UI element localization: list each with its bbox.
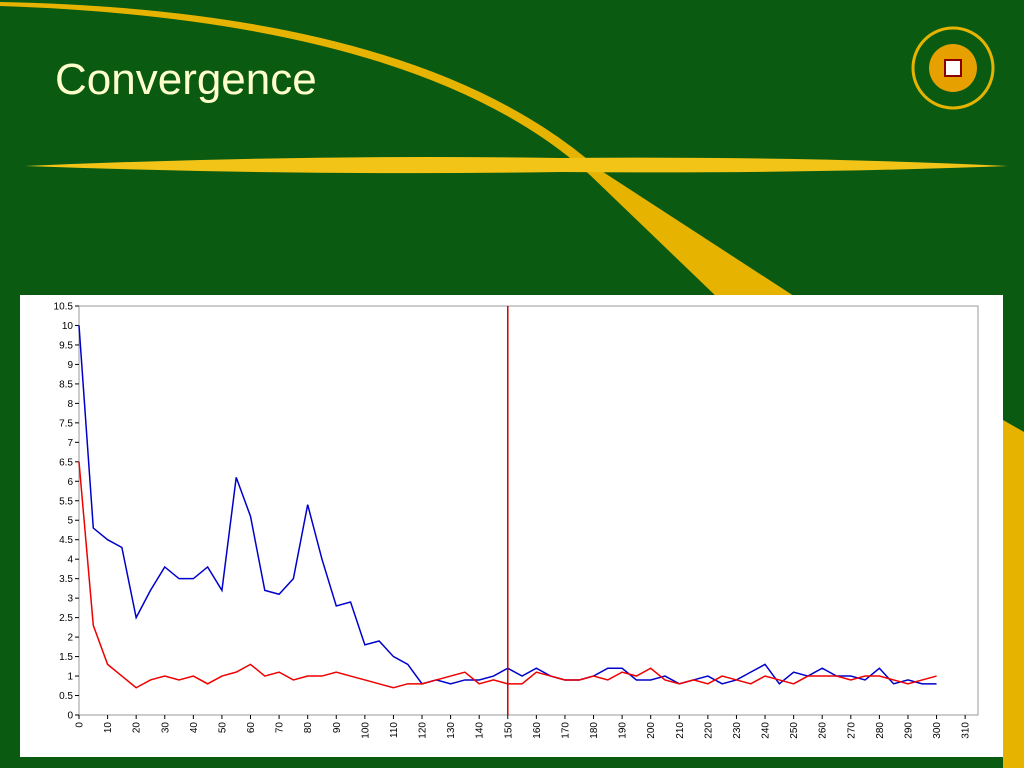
x-tick-label: 290	[903, 722, 914, 739]
x-tick-label: 220	[703, 722, 714, 739]
x-tick-label: 30	[160, 722, 171, 734]
y-tick-label: 2.5	[59, 613, 73, 624]
x-tick-label: 240	[761, 722, 772, 739]
y-tick-label: 7	[67, 438, 73, 449]
x-tick-label: 120	[418, 722, 429, 739]
x-tick-label: 170	[560, 722, 571, 739]
brush-stroke	[25, 157, 1008, 174]
y-tick-label: 0.5	[59, 691, 73, 702]
y-tick-label: 8.5	[59, 379, 73, 390]
chart-panel	[20, 295, 1003, 757]
x-tick-label: 190	[618, 722, 629, 739]
x-tick-label: 70	[275, 722, 286, 734]
x-tick-label: 270	[846, 722, 857, 739]
x-tick-label: 50	[217, 722, 228, 734]
x-tick-label: 0	[75, 722, 86, 728]
x-tick-label: 310	[961, 722, 972, 739]
x-tick-label: 250	[789, 722, 800, 739]
y-tick-label: 1.5	[59, 652, 73, 663]
x-tick-label: 160	[532, 722, 543, 739]
x-tick-label: 80	[303, 722, 314, 734]
x-tick-label: 210	[675, 722, 686, 739]
x-tick-label: 20	[132, 722, 143, 734]
y-tick-label: 5.5	[59, 496, 73, 507]
x-tick-label: 200	[646, 722, 657, 739]
x-tick-label: 10	[103, 722, 114, 734]
x-tick-label: 260	[818, 722, 829, 739]
x-tick-label: 230	[732, 722, 743, 739]
y-tick-label: 9.5	[59, 340, 73, 351]
x-tick-label: 110	[389, 722, 400, 738]
y-tick-label: 9	[67, 360, 73, 371]
y-tick-label: 2	[67, 633, 73, 644]
y-tick-label: 7.5	[59, 418, 73, 429]
x-tick-label: 180	[589, 722, 600, 739]
y-tick-label: 5	[67, 516, 73, 527]
slide-title: Convergence	[55, 55, 317, 104]
x-tick-label: 60	[246, 722, 257, 734]
y-tick-label: 10.5	[54, 302, 74, 313]
y-tick-label: 4.5	[59, 535, 73, 546]
x-tick-label: 280	[875, 722, 886, 739]
y-tick-label: 4	[67, 555, 73, 566]
x-tick-label: 140	[475, 722, 486, 739]
logo	[911, 26, 995, 110]
y-tick-label: 1	[67, 672, 73, 683]
y-tick-label: 0	[67, 711, 73, 722]
x-tick-label: 90	[332, 722, 343, 734]
y-tick-label: 8	[67, 399, 73, 410]
x-tick-label: 130	[446, 722, 457, 739]
y-tick-label: 6	[67, 477, 73, 488]
x-tick-label: 100	[360, 722, 371, 739]
swoosh	[0, 2, 800, 300]
x-tick-label: 150	[503, 722, 514, 739]
side-band	[1003, 420, 1024, 768]
y-tick-label: 10	[62, 321, 74, 332]
plot-area	[78, 305, 979, 716]
x-tick-label: 40	[189, 722, 200, 734]
x-tick-label: 300	[932, 722, 943, 739]
y-tick-label: 6.5	[59, 457, 73, 468]
y-tick-label: 3	[67, 594, 73, 605]
y-tick-label: 3.5	[59, 574, 73, 585]
